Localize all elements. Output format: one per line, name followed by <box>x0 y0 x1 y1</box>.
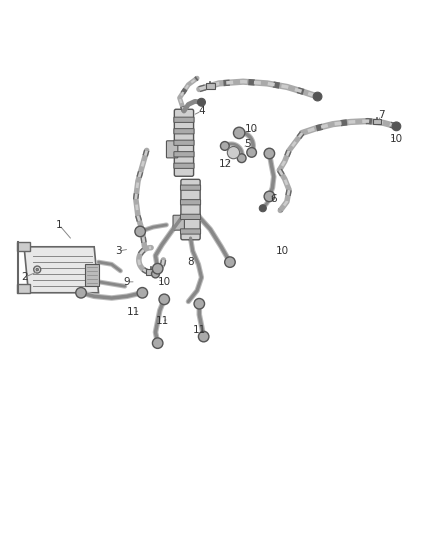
Text: 11: 11 <box>127 308 140 318</box>
Circle shape <box>137 287 148 298</box>
Circle shape <box>152 270 159 278</box>
Circle shape <box>194 298 205 309</box>
FancyBboxPatch shape <box>180 229 201 234</box>
FancyBboxPatch shape <box>166 141 178 158</box>
Text: 11: 11 <box>193 325 206 335</box>
Circle shape <box>152 338 163 349</box>
FancyBboxPatch shape <box>174 128 194 134</box>
Circle shape <box>264 148 275 159</box>
Bar <box>206 84 215 88</box>
Circle shape <box>247 148 257 157</box>
Text: 10: 10 <box>276 246 289 256</box>
Circle shape <box>135 226 145 237</box>
Circle shape <box>198 98 205 106</box>
Circle shape <box>237 154 246 163</box>
FancyBboxPatch shape <box>174 163 194 168</box>
Text: 6: 6 <box>270 193 277 204</box>
Circle shape <box>36 268 39 271</box>
FancyBboxPatch shape <box>180 214 201 220</box>
Circle shape <box>220 142 229 150</box>
Circle shape <box>152 263 163 274</box>
Bar <box>146 269 156 275</box>
FancyBboxPatch shape <box>180 185 201 190</box>
Text: 7: 7 <box>378 110 385 120</box>
Text: 5: 5 <box>244 139 251 149</box>
Text: 1: 1 <box>56 220 63 230</box>
Circle shape <box>76 287 86 298</box>
Circle shape <box>259 205 266 212</box>
FancyBboxPatch shape <box>173 215 184 230</box>
Circle shape <box>392 122 401 131</box>
Text: 10: 10 <box>158 277 171 287</box>
FancyBboxPatch shape <box>181 179 200 240</box>
Text: 4: 4 <box>198 106 205 116</box>
Circle shape <box>225 257 235 268</box>
Polygon shape <box>85 264 99 286</box>
Text: 10: 10 <box>245 124 258 134</box>
Circle shape <box>198 332 209 342</box>
Circle shape <box>227 147 240 159</box>
Circle shape <box>159 294 170 304</box>
Text: 12: 12 <box>219 159 232 168</box>
Polygon shape <box>24 247 99 293</box>
Text: 2: 2 <box>21 272 28 282</box>
FancyBboxPatch shape <box>180 200 201 205</box>
FancyBboxPatch shape <box>174 117 194 123</box>
Text: 11: 11 <box>155 316 169 326</box>
FancyBboxPatch shape <box>174 140 194 146</box>
FancyBboxPatch shape <box>174 151 194 157</box>
Circle shape <box>233 127 245 139</box>
Text: 9: 9 <box>124 277 131 287</box>
Circle shape <box>313 92 322 101</box>
Text: 10: 10 <box>390 134 403 144</box>
Text: 8: 8 <box>187 257 194 267</box>
Text: 3: 3 <box>115 246 122 256</box>
Circle shape <box>34 266 41 273</box>
Bar <box>373 119 381 124</box>
Polygon shape <box>17 243 30 251</box>
Circle shape <box>264 191 275 201</box>
Polygon shape <box>17 284 30 293</box>
FancyBboxPatch shape <box>174 109 194 176</box>
